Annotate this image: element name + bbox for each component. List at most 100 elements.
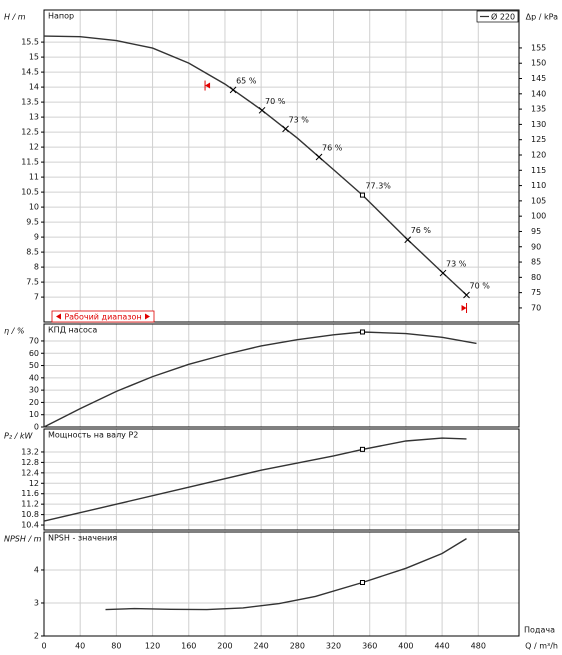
plot-area — [44, 429, 519, 530]
y-tick-label: 14.5 — [21, 68, 39, 77]
y2-tick-label: 135 — [531, 105, 546, 114]
y-tick-label: 12.8 — [21, 458, 39, 467]
duty-point — [359, 580, 365, 586]
x-tick-label: 320 — [326, 642, 341, 651]
x-tick-label: 480 — [471, 642, 486, 651]
curve — [43, 331, 477, 428]
y-tick-label: 70 — [29, 336, 39, 345]
y-tick-label: 11.6 — [21, 489, 39, 498]
y-tick-label: 30 — [29, 386, 39, 395]
x-tick-label: 280 — [290, 642, 305, 651]
x-axis-label: Q / m³/h — [525, 642, 558, 651]
y2-tick-label: 145 — [531, 74, 546, 83]
y2-tick-label: 95 — [531, 227, 541, 236]
y-tick-label: 13 — [29, 113, 39, 122]
y-tick-label: 12 — [29, 143, 39, 152]
x-tick-label: 240 — [254, 642, 269, 651]
marker-label: 76 % — [411, 226, 432, 235]
duty-point — [359, 446, 365, 452]
x-tick-label: 0 — [41, 642, 46, 651]
y2-tick-label: 150 — [531, 59, 546, 68]
y-tick-label: 10.5 — [21, 188, 39, 197]
y2-tick-label: 105 — [531, 196, 546, 205]
plot-border — [43, 428, 520, 531]
y-tick-label: 3 — [34, 598, 39, 607]
y-tick-label: 12.5 — [21, 128, 39, 137]
y-axis-label: η / % — [4, 327, 24, 336]
y-tick-label: 10 — [29, 410, 39, 419]
curve — [105, 538, 467, 611]
y-tick-label: 11.5 — [21, 158, 39, 167]
panel-title: Мощность на валу P2 — [48, 431, 138, 440]
y-tick-label: 13.2 — [21, 447, 39, 456]
range-arrow — [205, 82, 211, 89]
y-tick-label: 7.5 — [26, 278, 39, 287]
range-label: Рабочий диапазон — [64, 313, 141, 322]
y2-tick-label: 90 — [531, 242, 541, 251]
y-tick-label: 20 — [29, 398, 39, 407]
y2-tick-label: 155 — [531, 43, 546, 52]
y-axis-label: NPSH / m — [4, 535, 42, 544]
marker — [282, 125, 289, 133]
y-tick-label: 14 — [29, 83, 39, 92]
plot-area — [44, 324, 519, 427]
marker-label: 65 % — [236, 76, 257, 85]
marker — [439, 269, 447, 277]
y2-tick-label: 85 — [531, 258, 541, 267]
y-tick-label: 12.4 — [21, 468, 39, 477]
y-tick-label: 60 — [29, 349, 39, 358]
y2-axis-label: Δp / kPa — [526, 13, 558, 22]
curve — [43, 437, 467, 522]
marker — [359, 192, 365, 198]
marker — [404, 236, 412, 244]
y-tick-label: 8 — [34, 263, 39, 272]
x-tick-label: 40 — [75, 642, 85, 651]
y-tick-label: 15.5 — [21, 38, 39, 47]
marker-label: 77.3% — [365, 182, 391, 191]
y2-tick-label: 75 — [531, 288, 541, 297]
y-tick-label: 4 — [34, 565, 39, 574]
legend-label: Ø 220 — [491, 12, 515, 22]
panel-title: КПД насоса — [48, 326, 97, 335]
y2-tick-label: 100 — [531, 212, 546, 221]
marker-label: 73 % — [289, 115, 310, 124]
x-tick-label: 200 — [217, 642, 232, 651]
y-tick-label: 10.4 — [21, 521, 39, 530]
y-tick-label: 8.5 — [26, 248, 39, 257]
panel-title: Напор — [48, 12, 74, 21]
marker-label: 70 % — [470, 282, 491, 291]
range-arrow — [145, 313, 150, 320]
plot-border — [43, 323, 520, 428]
y-tick-label: 11.2 — [21, 500, 39, 509]
marker — [258, 106, 266, 114]
y-tick-label: 40 — [29, 373, 39, 382]
y-tick-label: 10 — [29, 203, 39, 212]
marker-label: 70 % — [265, 97, 286, 106]
y-tick-label: 10.8 — [21, 510, 39, 519]
y-tick-label: 9.5 — [26, 218, 39, 227]
y-tick-label: 50 — [29, 361, 39, 370]
x-tick-label: 400 — [398, 642, 413, 651]
duty-point — [359, 329, 365, 335]
marker — [229, 86, 237, 94]
legend-box — [476, 10, 519, 23]
x-tick-label: 80 — [111, 642, 121, 651]
y-tick-label: 9 — [34, 233, 39, 242]
y2-tick-label: 70 — [531, 303, 541, 312]
y2-tick-label: 140 — [531, 89, 546, 98]
range-arrow — [461, 305, 467, 311]
y-axis-label: H / m — [4, 13, 26, 22]
y-tick-label: 2 — [34, 632, 39, 641]
plot-border — [43, 531, 520, 637]
y-tick-label: 13.5 — [21, 98, 39, 107]
range-arrow — [56, 313, 61, 320]
y-tick-label: 0 — [34, 423, 39, 432]
panel-title: NPSH - значения — [48, 534, 117, 543]
y2-tick-label: 120 — [531, 150, 546, 159]
x-tick-label: 440 — [434, 642, 449, 651]
marker-label: 73 % — [446, 260, 467, 269]
range-box — [51, 310, 155, 323]
x-tick-label: 120 — [145, 642, 160, 651]
y-tick-label: 7 — [34, 293, 39, 302]
